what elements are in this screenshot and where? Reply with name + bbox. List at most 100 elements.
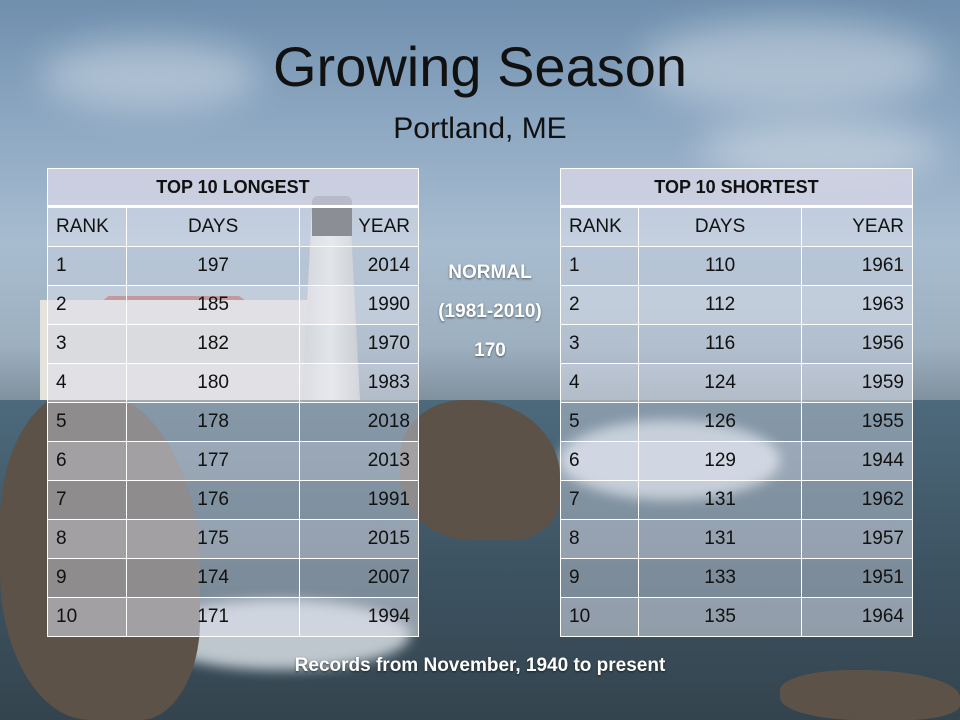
rank-cell: 8 <box>47 519 127 559</box>
footer-note: Records from November, 1940 to present <box>294 655 666 676</box>
year-cell: 2015 <box>299 519 419 559</box>
longest-rows: 1 197 2014 2 185 1990 3 182 1970 4 180 1983 5 178 2018… <box>47 246 419 637</box>
table-row: RANK DAYS YEAR <box>560 206 913 247</box>
rock <box>780 670 960 720</box>
days-cell: 131 <box>637 519 803 559</box>
days-cell: 180 <box>125 363 301 403</box>
year-cell: 1962 <box>801 480 913 520</box>
table-row: 1 197 2014 <box>47 246 419 286</box>
year-cell: 1963 <box>801 285 913 325</box>
rank-cell: 5 <box>560 402 639 442</box>
table-row: 6 177 2013 <box>47 441 419 481</box>
longest-table: TOP 10 LONGEST RANK DAYS YEAR 1 197 2014 2 1… <box>47 168 419 637</box>
days-cell: 135 <box>637 597 803 637</box>
year-cell: 1956 <box>801 324 913 364</box>
days-cell: 197 <box>125 246 301 286</box>
table-row: 6 129 1944 <box>560 441 913 481</box>
days-cell: 177 <box>125 441 301 481</box>
days-cell: 116 <box>637 324 803 364</box>
year-cell: 2018 <box>299 402 419 442</box>
year-cell: 1964 <box>801 597 913 637</box>
cloud <box>640 20 940 110</box>
days-cell: 182 <box>125 324 301 364</box>
table-row: 2 185 1990 <box>47 285 419 325</box>
table-row: RANK DAYS YEAR <box>47 206 419 247</box>
table-row: 3 182 1970 <box>47 324 419 364</box>
rank-cell: 10 <box>47 597 127 637</box>
rank-cell: 9 <box>560 558 639 598</box>
normal-period: (1981-2010) <box>438 301 542 322</box>
table-row: 5 126 1955 <box>560 402 913 442</box>
days-cell: 112 <box>637 285 803 325</box>
table-row: 7 131 1962 <box>560 480 913 520</box>
normal-value: 170 <box>474 340 506 361</box>
rank-cell: 8 <box>560 519 639 559</box>
rock <box>400 400 560 540</box>
rank-cell: 7 <box>47 480 127 520</box>
table-row: 4 124 1959 <box>560 363 913 403</box>
rank-cell: 6 <box>560 441 639 481</box>
days-cell: 131 <box>637 480 803 520</box>
shortest-table-header: TOP 10 SHORTEST <box>560 168 913 208</box>
normal-label: NORMAL <box>448 262 532 283</box>
year-cell: 1957 <box>801 519 913 559</box>
column-header-year: YEAR <box>801 206 913 247</box>
rank-cell: 6 <box>47 441 127 481</box>
days-cell: 110 <box>637 246 803 286</box>
year-cell: 1983 <box>299 363 419 403</box>
year-cell: 1991 <box>299 480 419 520</box>
table-row: 8 175 2015 <box>47 519 419 559</box>
table-row: 9 133 1951 <box>560 558 913 598</box>
days-cell: 178 <box>125 402 301 442</box>
rank-cell: 2 <box>47 285 127 325</box>
column-header-year: YEAR <box>299 206 419 247</box>
days-cell: 133 <box>637 558 803 598</box>
rank-cell: 2 <box>560 285 639 325</box>
table-row: 9 174 2007 <box>47 558 419 598</box>
year-cell: 1944 <box>801 441 913 481</box>
column-header-days: DAYS <box>637 206 803 247</box>
table-row: 10 171 1994 <box>47 597 419 637</box>
year-cell: 1970 <box>299 324 419 364</box>
normal-box: NORMAL (1981-2010) 170 <box>420 253 560 370</box>
year-cell: 2014 <box>299 246 419 286</box>
year-cell: 2007 <box>299 558 419 598</box>
days-cell: 175 <box>125 519 301 559</box>
table-row: 3 116 1956 <box>560 324 913 364</box>
table-row: 4 180 1983 <box>47 363 419 403</box>
table-row: 1 110 1961 <box>560 246 913 286</box>
rank-cell: 1 <box>47 246 127 286</box>
days-cell: 185 <box>125 285 301 325</box>
days-cell: 174 <box>125 558 301 598</box>
shortest-table: TOP 10 SHORTEST RANK DAYS YEAR 1 110 1961 2… <box>560 168 913 637</box>
page-subtitle: Portland, ME <box>393 112 567 145</box>
rank-cell: 9 <box>47 558 127 598</box>
rank-cell: 3 <box>47 324 127 364</box>
rank-cell: 5 <box>47 402 127 442</box>
rank-cell: 7 <box>560 480 639 520</box>
page-title: Growing Season <box>272 35 687 98</box>
rank-cell: 1 <box>560 246 639 286</box>
column-header-rank: RANK <box>47 206 127 247</box>
days-cell: 124 <box>637 363 803 403</box>
year-cell: 2013 <box>299 441 419 481</box>
year-cell: 1994 <box>299 597 419 637</box>
days-cell: 176 <box>125 480 301 520</box>
days-cell: 171 <box>125 597 301 637</box>
table-row: 2 112 1963 <box>560 285 913 325</box>
column-header-rank: RANK <box>560 206 639 247</box>
table-row: 5 178 2018 <box>47 402 419 442</box>
rank-cell: 3 <box>560 324 639 364</box>
longest-table-header: TOP 10 LONGEST <box>47 168 419 208</box>
cloud <box>40 40 260 110</box>
table-row: 10 135 1964 <box>560 597 913 637</box>
rank-cell: 4 <box>560 363 639 403</box>
table-row: 8 131 1957 <box>560 519 913 559</box>
table-row: 7 176 1991 <box>47 480 419 520</box>
days-cell: 126 <box>637 402 803 442</box>
column-header-days: DAYS <box>125 206 301 247</box>
year-cell: 1990 <box>299 285 419 325</box>
shortest-rows: 1 110 1961 2 112 1963 3 116 1956 4 124 1959 5 126 1955… <box>560 246 913 637</box>
year-cell: 1951 <box>801 558 913 598</box>
days-cell: 129 <box>637 441 803 481</box>
